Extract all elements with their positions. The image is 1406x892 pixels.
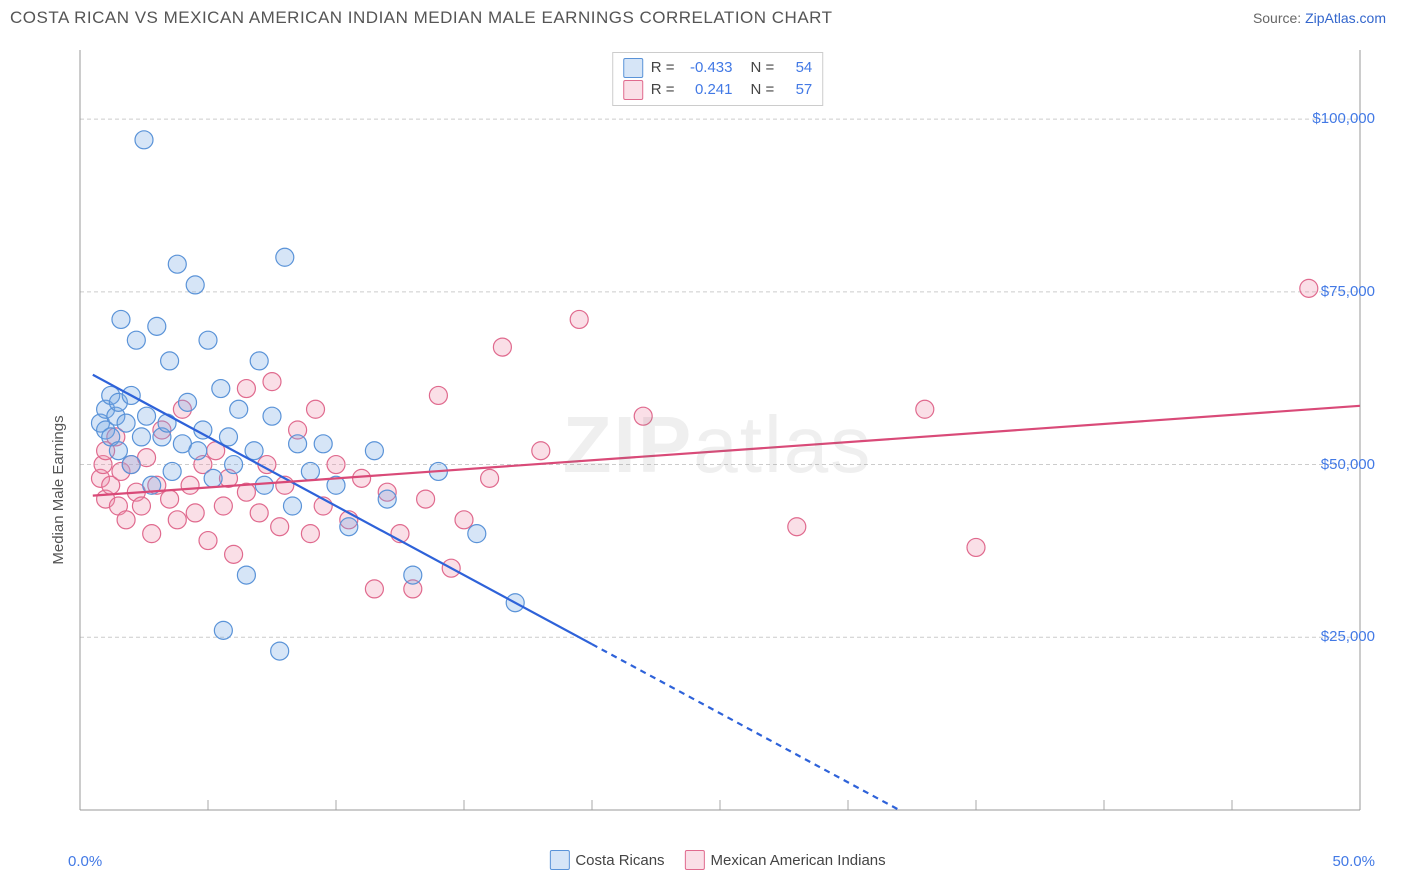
y-tick-label: $75,000 — [1321, 283, 1375, 300]
chart-area: Median Male Earnings ZIPatlas R = -0.433… — [50, 50, 1385, 840]
legend-label: Mexican American Indians — [711, 852, 886, 869]
series-legend: Costa Ricans Mexican American Indians — [549, 850, 885, 870]
source-label: Source: ZipAtlas.com — [1253, 10, 1386, 26]
source-link[interactable]: ZipAtlas.com — [1305, 10, 1386, 26]
legend-item: Mexican American Indians — [685, 850, 886, 870]
legend-label: Costa Ricans — [575, 852, 664, 869]
legend-stat-row: R = 0.241 N = 57 — [623, 79, 813, 101]
legend-swatch — [685, 850, 705, 870]
r-value: 0.241 — [683, 79, 733, 101]
r-label: R = — [651, 57, 675, 79]
n-value: 54 — [782, 57, 812, 79]
legend-swatch — [549, 850, 569, 870]
scatter-plot — [50, 50, 1385, 840]
n-label: N = — [751, 79, 775, 101]
legend-swatch — [623, 58, 643, 78]
y-tick-label: $25,000 — [1321, 628, 1375, 645]
y-tick-label: $100,000 — [1312, 110, 1375, 127]
legend-item: Costa Ricans — [549, 850, 664, 870]
x-max-label: 50.0% — [1332, 853, 1375, 870]
x-min-label: 0.0% — [68, 853, 102, 870]
legend-swatch — [623, 80, 643, 100]
page-title: COSTA RICAN VS MEXICAN AMERICAN INDIAN M… — [10, 8, 833, 28]
source-prefix: Source: — [1253, 10, 1305, 26]
r-label: R = — [651, 79, 675, 101]
legend-stat-row: R = -0.433 N = 54 — [623, 57, 813, 79]
n-value: 57 — [782, 79, 812, 101]
y-tick-label: $50,000 — [1321, 456, 1375, 473]
correlation-legend: R = -0.433 N = 54 R = 0.241 N = 57 — [612, 52, 824, 106]
r-value: -0.433 — [683, 57, 733, 79]
n-label: N = — [751, 57, 775, 79]
